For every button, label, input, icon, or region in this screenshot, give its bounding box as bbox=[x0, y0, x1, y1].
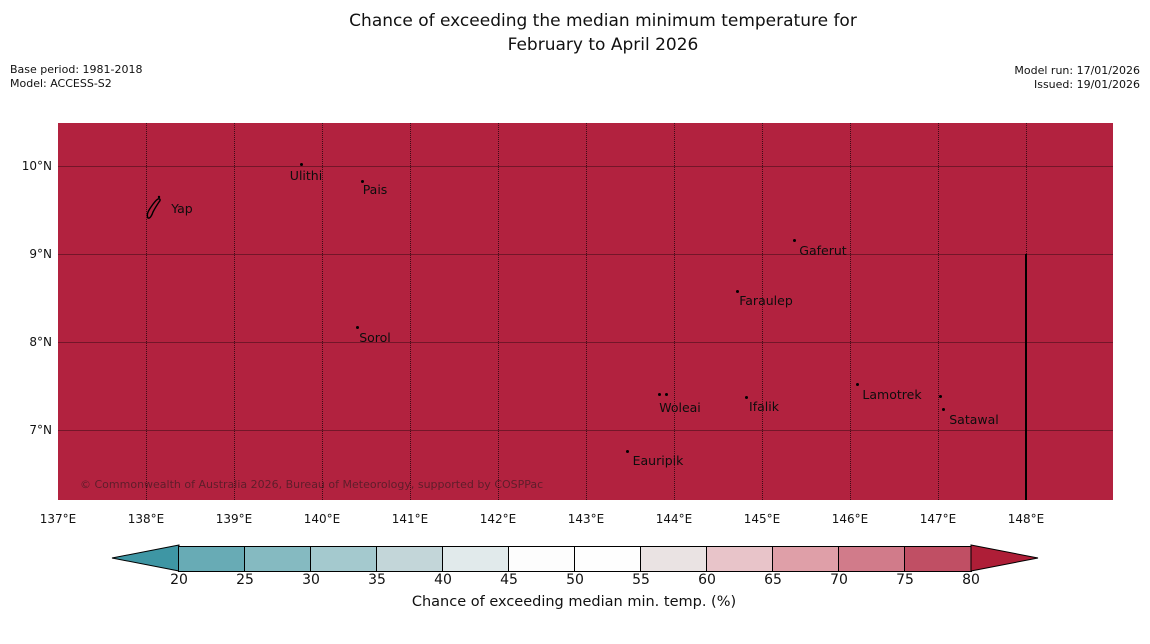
colorbar-segment-65-70 bbox=[773, 547, 839, 571]
colorbar-segment-20-25 bbox=[179, 547, 245, 571]
place-label-satawal: Satawal bbox=[949, 412, 999, 427]
gridline-lat-9°N bbox=[58, 254, 1113, 255]
island-marker-faraulep bbox=[736, 290, 739, 293]
x-tick-138°E: 138°E bbox=[127, 512, 165, 526]
copyright-text: © Commonwealth of Australia 2026, Bureau… bbox=[80, 478, 544, 491]
colorbar-tick-80: 80 bbox=[962, 572, 980, 588]
place-label-ifalik: Ifalik bbox=[749, 399, 779, 414]
gridline-lat-7°N bbox=[58, 430, 1113, 431]
colorbar-segment-75-80 bbox=[905, 547, 971, 571]
colorbar-tick-25: 25 bbox=[236, 572, 254, 588]
colorbar-segment-25-30 bbox=[245, 547, 311, 571]
colorbar-segment-50-55 bbox=[575, 547, 641, 571]
title-line1: Chance of exceeding the median minimum t… bbox=[349, 11, 857, 31]
colorbar-segment-45-50 bbox=[509, 547, 575, 571]
island-marker-satawal bbox=[939, 395, 942, 398]
colorbar-segment-70-75 bbox=[839, 547, 905, 571]
place-label-gaferut: Gaferut bbox=[799, 243, 847, 258]
y-tick-8°N: 8°N bbox=[29, 335, 52, 349]
x-tick-148°E: 148°E bbox=[1007, 512, 1045, 526]
gridline-lon-143°E bbox=[586, 123, 587, 500]
place-label-woleai: Woleai bbox=[659, 400, 701, 415]
gridline-lat-10°N bbox=[58, 166, 1113, 167]
colorbar-tick-20: 20 bbox=[170, 572, 188, 588]
island-marker-gaferut bbox=[793, 239, 796, 242]
y-tick-7°N: 7°N bbox=[29, 423, 52, 437]
colorbar-tick-75: 75 bbox=[896, 572, 914, 588]
colorbar-tick-50: 50 bbox=[566, 572, 584, 588]
figure-title: Chance of exceeding the median minimum t… bbox=[56, 9, 1150, 57]
place-label-ulithi: Ulithi bbox=[289, 168, 323, 183]
colorbar-segment-30-35 bbox=[311, 547, 377, 571]
issued-text: Issued: 19/01/2026 bbox=[1033, 78, 1140, 91]
island-marker-satawal-1 bbox=[942, 408, 945, 411]
gridline-lon-139°E bbox=[234, 123, 235, 500]
gridline-lat-8°N bbox=[58, 342, 1113, 343]
place-label-eauripik: Eauripik bbox=[632, 453, 684, 468]
colorbar-tick-30: 30 bbox=[302, 572, 320, 588]
model-run-text: Model run: 17/01/2026 bbox=[1014, 64, 1140, 77]
x-tick-146°E: 146°E bbox=[831, 512, 869, 526]
place-label-yap: Yap bbox=[171, 201, 193, 216]
map-area: © Commonwealth of Australia 2026, Bureau… bbox=[58, 123, 1113, 500]
x-tick-141°E: 141°E bbox=[391, 512, 429, 526]
colorbar-segment-40-45 bbox=[443, 547, 509, 571]
gridline-lon-138°E bbox=[146, 123, 147, 500]
gridline-lon-147°E bbox=[938, 123, 939, 500]
gridline-lon-144°E bbox=[674, 123, 675, 500]
colorbar bbox=[178, 546, 972, 572]
x-tick-143°E: 143°E bbox=[567, 512, 605, 526]
x-tick-144°E: 144°E bbox=[655, 512, 693, 526]
colorbar-label: Chance of exceeding median min. temp. (%… bbox=[411, 594, 737, 610]
place-label-sorol: Sorol bbox=[359, 330, 391, 345]
island-marker-woleai bbox=[658, 393, 661, 396]
island-marker-pais bbox=[361, 180, 364, 183]
title-line2: February to April 2026 bbox=[507, 35, 699, 55]
place-label-faraulep: Faraulep bbox=[739, 293, 793, 308]
x-tick-142°E: 142°E bbox=[479, 512, 517, 526]
island-marker-sorol bbox=[356, 326, 359, 329]
colorbar-tick-45: 45 bbox=[500, 572, 518, 588]
colorbar-segment-60-65 bbox=[707, 547, 773, 571]
place-label-pais: Pais bbox=[362, 182, 388, 197]
colorbar-over-arrow bbox=[970, 544, 1039, 572]
colorbar-tick-55: 55 bbox=[632, 572, 650, 588]
base-period-text: Base period: 1981-2018 bbox=[10, 63, 143, 76]
island-marker-woleai-1 bbox=[665, 393, 668, 396]
gridline-lon-140°E bbox=[322, 123, 323, 500]
colorbar-under-arrow bbox=[111, 544, 180, 572]
meta-right: Model run: 17/01/2026 Issued: 19/01/2026 bbox=[1014, 64, 1140, 92]
yap-island-icon bbox=[146, 195, 161, 219]
colorbar-tick-60: 60 bbox=[698, 572, 716, 588]
x-tick-145°E: 145°E bbox=[743, 512, 781, 526]
island-marker-ulithi bbox=[300, 163, 303, 166]
place-label-lamotrek: Lamotrek bbox=[862, 387, 922, 402]
island-marker-eauripik bbox=[626, 450, 629, 453]
colorbar-tick-40: 40 bbox=[434, 572, 452, 588]
x-tick-139°E: 139°E bbox=[215, 512, 253, 526]
colorbar-segment-55-60 bbox=[641, 547, 707, 571]
island-marker-lamotrek bbox=[856, 383, 859, 386]
x-tick-140°E: 140°E bbox=[303, 512, 341, 526]
y-tick-10°N: 10°N bbox=[21, 159, 52, 173]
island-marker-ifalik bbox=[745, 396, 748, 399]
model-text: Model: ACCESS-S2 bbox=[10, 77, 112, 90]
gridline-lon-146°E bbox=[850, 123, 851, 500]
colorbar-tick-35: 35 bbox=[368, 572, 386, 588]
x-tick-147°E: 147°E bbox=[919, 512, 957, 526]
colorbar-tick-65: 65 bbox=[764, 572, 782, 588]
y-tick-9°N: 9°N bbox=[29, 247, 52, 261]
gridline-lon-145°E bbox=[762, 123, 763, 500]
gridline-lon-141°E bbox=[410, 123, 411, 500]
region-boundary-line bbox=[1025, 254, 1027, 500]
meta-left: Base period: 1981-2018 Model: ACCESS-S2 bbox=[10, 63, 142, 91]
colorbar-tick-70: 70 bbox=[830, 572, 848, 588]
gridline-lon-142°E bbox=[498, 123, 499, 500]
colorbar-segment-35-40 bbox=[377, 547, 443, 571]
x-tick-137°E: 137°E bbox=[39, 512, 77, 526]
